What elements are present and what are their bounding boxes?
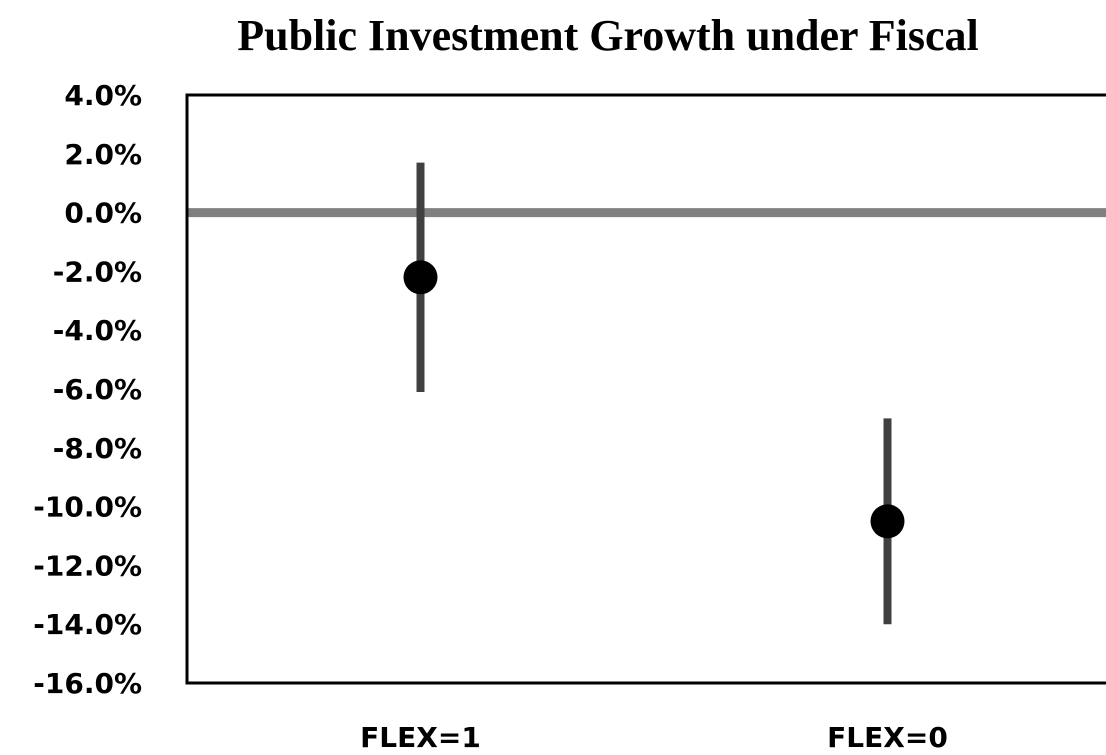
chart-title: Public Investment Growth under Fiscal — [237, 11, 979, 60]
y-tick-label: -8.0% — [53, 432, 142, 465]
y-tick-label: -6.0% — [53, 373, 142, 406]
y-tick-label: -2.0% — [53, 255, 142, 288]
point — [870, 504, 905, 539]
y-tick-label: -16.0% — [33, 667, 142, 700]
y-tick-label: 2.0% — [64, 138, 142, 171]
plot-frame — [185, 93, 1106, 685]
y-tick-label: -4.0% — [53, 314, 142, 347]
y-tick-label: 4.0% — [64, 79, 142, 112]
x-tick-label: FLEX=0 — [827, 721, 948, 754]
y-tick-label: -12.0% — [33, 549, 142, 582]
y-tick-label: -10.0% — [33, 491, 142, 524]
y-tick-label: 0.0% — [64, 197, 142, 230]
point — [403, 260, 438, 295]
x-tick-label: FLEX=1 — [360, 721, 481, 754]
y-tick-label: -14.0% — [33, 608, 142, 641]
